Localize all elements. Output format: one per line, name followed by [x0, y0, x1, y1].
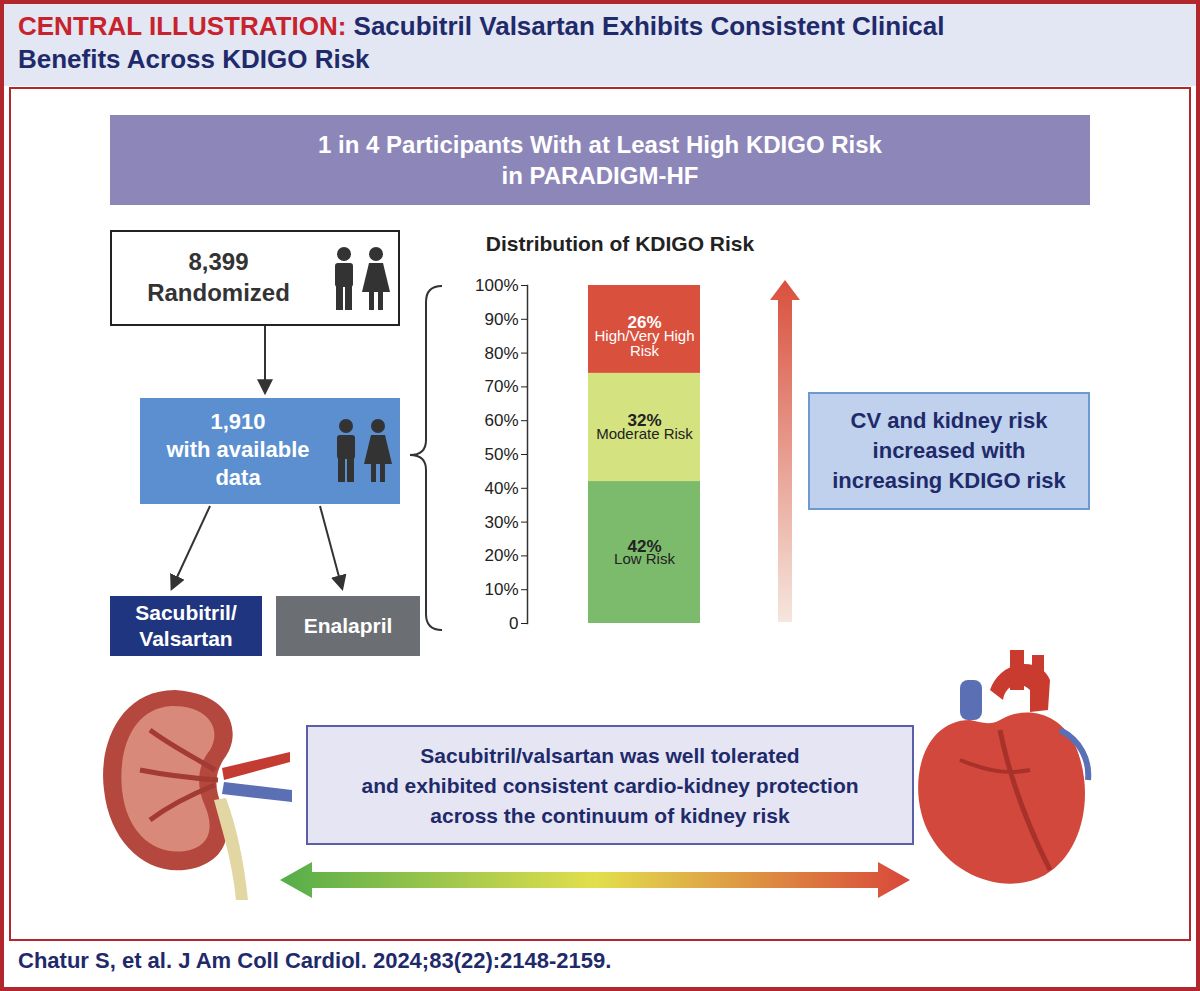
svg-text:Low Risk: Low Risk — [614, 550, 675, 567]
svg-text:60%: 60% — [484, 411, 518, 430]
html-text:increased with: increased with — [872, 438, 1026, 463]
html-text:Valsartan: Valsartan — [139, 627, 233, 650]
svg-text:26%: 26% — [627, 313, 662, 333]
html-text:increasing KDIGO risk: increasing KDIGO risk — [832, 468, 1066, 493]
html-text:1,910: 1,910 — [210, 409, 266, 434]
html-text:Sacubitril/valsartan was well: Sacubitril/valsartan was well tolerated — [420, 744, 800, 767]
svg-text:42%: 42% — [627, 536, 662, 556]
html-text:1 in 4 Participants With at Le: 1 in 4 Participants With at Least High K… — [318, 131, 882, 158]
svg-text:80%: 80% — [484, 344, 518, 363]
svg-text:100%: 100% — [475, 276, 518, 295]
html-text:Distribution of KDIGO Risk: Distribution of KDIGO Risk — [485, 232, 755, 255]
html-text:CENTRAL ILLUSTRATION: Sacubitr: CENTRAL ILLUSTRATION: Sacubitril Valsart… — [18, 11, 945, 41]
html-text:Chatur S, et al. J Am Coll Car: Chatur S, et al. J Am Coll Cardiol. 2024… — [18, 948, 612, 973]
svg-text:40%: 40% — [484, 479, 518, 498]
html-text:with available: with available — [166, 437, 310, 462]
svg-text:Moderate Risk: Moderate Risk — [596, 425, 693, 442]
html-text:data: data — [215, 465, 261, 490]
svg-text:High/Very HighRisk: High/Very HighRisk — [594, 327, 694, 359]
html-text:Sacubitril/: Sacubitril/ — [135, 601, 237, 624]
svg-text:30%: 30% — [484, 513, 518, 532]
svg-text:90%: 90% — [484, 310, 518, 329]
svg-text:50%: 50% — [484, 445, 518, 464]
svg-text:20%: 20% — [484, 546, 518, 565]
html-text:Randomized: Randomized — [147, 279, 290, 306]
html-text:Benefits Across KDIGO Risk: Benefits Across KDIGO Risk — [18, 44, 370, 74]
svg-text:32%: 32% — [627, 411, 662, 431]
svg-text:70%: 70% — [484, 377, 518, 396]
html-text:Enalapril: Enalapril — [303, 614, 393, 637]
html-text:8,399: 8,399 — [188, 248, 249, 275]
html-text:across the continuum of kidney: across the continuum of kidney risk — [430, 804, 790, 827]
html-text:in PARADIGM-HF: in PARADIGM-HF — [501, 162, 699, 189]
html-text:CV and kidney risk: CV and kidney risk — [850, 408, 1048, 433]
svg-text:0: 0 — [509, 614, 518, 633]
svg-text:10%: 10% — [484, 580, 518, 599]
html-text:and exhibited consistent cardi: and exhibited consistent cardio-kidney p… — [361, 774, 859, 797]
